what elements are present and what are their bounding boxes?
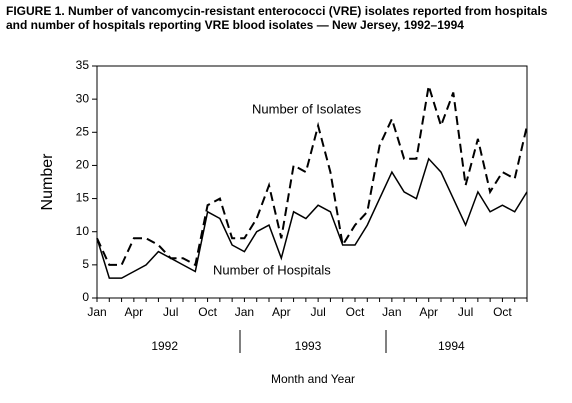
y-tick-label: 30 (76, 91, 90, 105)
x-tick-label: Apr (419, 305, 438, 319)
year-label: 1994 (438, 339, 465, 353)
x-tick-label: Jul (458, 305, 473, 319)
x-tick-label: Jul (310, 305, 325, 319)
y-tick-label: 5 (82, 257, 89, 271)
x-tick-label: Jan (382, 305, 401, 319)
y-tick-label: 0 (82, 290, 89, 304)
x-axis-label: Month and Year (271, 372, 355, 386)
y-tick-label: 35 (76, 58, 90, 72)
y-tick-label: 25 (76, 124, 90, 138)
x-tick-label: Jan (87, 305, 106, 319)
year-label: 1992 (151, 339, 178, 353)
x-tick-label: Jul (163, 305, 178, 319)
x-tick-label: Oct (493, 305, 512, 319)
x-tick-label: Apr (125, 305, 144, 319)
series-annotation: Number of Hospitals (213, 262, 331, 277)
y-tick-label: 20 (76, 158, 90, 172)
y-axis-label: Number (39, 153, 56, 211)
x-tick-label: Oct (198, 305, 217, 319)
x-tick-label: Oct (346, 305, 365, 319)
x-tick-label: Jan (235, 305, 254, 319)
y-tick-label: 15 (76, 191, 90, 205)
series-line (96, 85, 528, 267)
series-line (96, 157, 528, 279)
y-tick-label: 10 (76, 224, 90, 238)
chart-title: FIGURE 1. Number of vancomycin-resistant… (6, 4, 548, 32)
year-label: 1993 (295, 339, 322, 353)
series-annotation: Number of Isolates (252, 101, 362, 116)
plot-frame (96, 65, 528, 299)
x-tick-label: Apr (272, 305, 291, 319)
